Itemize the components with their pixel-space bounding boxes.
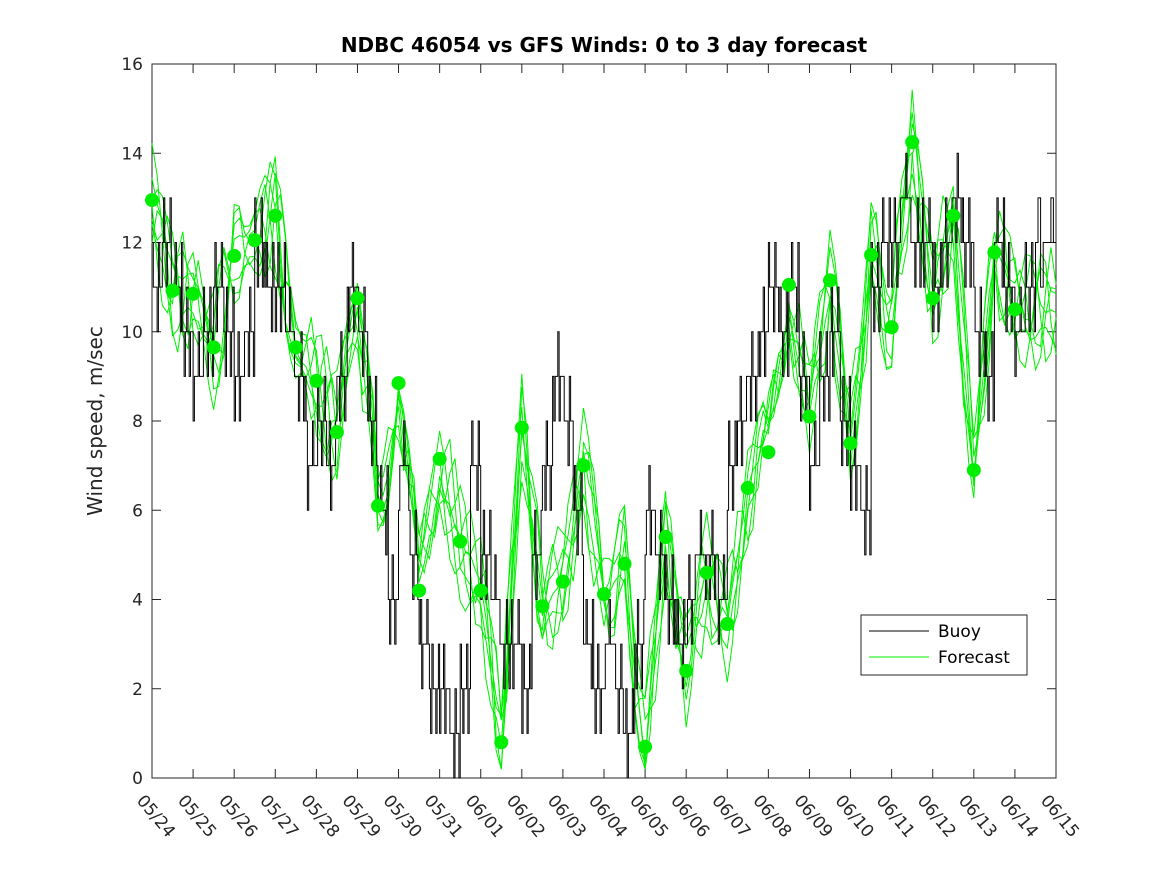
forecast-point: [925, 291, 940, 306]
forecast-point: [905, 135, 920, 150]
forecast-point: [823, 273, 837, 288]
legend-buoy-label: Buoy: [938, 622, 981, 642]
y-axis-label: Wind speed, m/sec: [83, 326, 107, 516]
forecast-point: [1007, 302, 1022, 317]
y-tick-label: 16: [121, 55, 143, 75]
forecast-point: [145, 193, 159, 208]
forecast-point: [432, 451, 447, 466]
forecast-point: [740, 480, 755, 495]
forecast-point: [966, 463, 981, 478]
forecast-point: [555, 574, 570, 589]
forecast-point: [206, 340, 221, 355]
forecast-point: [987, 245, 1002, 260]
y-tick-label: 4: [132, 591, 143, 611]
y-axis: 0 2 4 6 8 10 12 14 16: [121, 55, 1056, 789]
y-tick-label: 10: [121, 323, 143, 343]
forecast-point: [268, 208, 283, 223]
forecast-point: [165, 283, 180, 298]
forecast-point: [453, 534, 468, 549]
y-tick-label: 12: [121, 234, 143, 254]
legend-forecast-label: Forecast: [938, 648, 1010, 668]
forecast-point: [843, 436, 858, 451]
y-tick-label: 8: [132, 412, 143, 432]
forecast-point: [371, 498, 385, 513]
forecast-point: [391, 376, 406, 391]
forecast-point: [638, 739, 653, 754]
forecast-point: [679, 663, 694, 678]
y-tick-label: 0: [132, 769, 143, 789]
legend-box: [860, 614, 1028, 676]
forecast-point: [535, 599, 550, 614]
y-tick-label: 2: [132, 680, 143, 700]
forecast-point: [309, 373, 324, 388]
forecast-point: [247, 233, 262, 248]
forecast-point: [864, 247, 879, 262]
forecast-point: [186, 286, 201, 301]
forecast-point: [597, 587, 611, 602]
forecast-point: [473, 583, 488, 598]
forecast-point: [494, 735, 509, 750]
chart-title: NDBC 46054 vs GFS Winds: 0 to 3 day fore…: [341, 33, 868, 57]
forecast-point: [617, 556, 632, 571]
forecast-point: [350, 291, 365, 306]
forecast-point: [227, 248, 242, 263]
forecast-point: [514, 420, 529, 435]
forecast-point: [329, 425, 344, 440]
forecast-point: [288, 340, 303, 355]
legend: Buoy Forecast: [860, 614, 1028, 676]
forecast-point: [576, 458, 591, 473]
y-tick-label: 14: [121, 144, 143, 164]
y-tick-label: 6: [132, 501, 143, 521]
forecast-point: [781, 277, 796, 292]
forecast-point: [720, 617, 735, 632]
forecast-point: [412, 583, 427, 598]
forecast-point: [761, 445, 776, 460]
series-layer: [145, 89, 1057, 779]
forecast-point: [884, 320, 899, 335]
forecast-point: [658, 530, 673, 545]
forecast-point: [946, 208, 961, 223]
forecast-point: [802, 409, 817, 424]
forecast-point: [699, 565, 714, 580]
